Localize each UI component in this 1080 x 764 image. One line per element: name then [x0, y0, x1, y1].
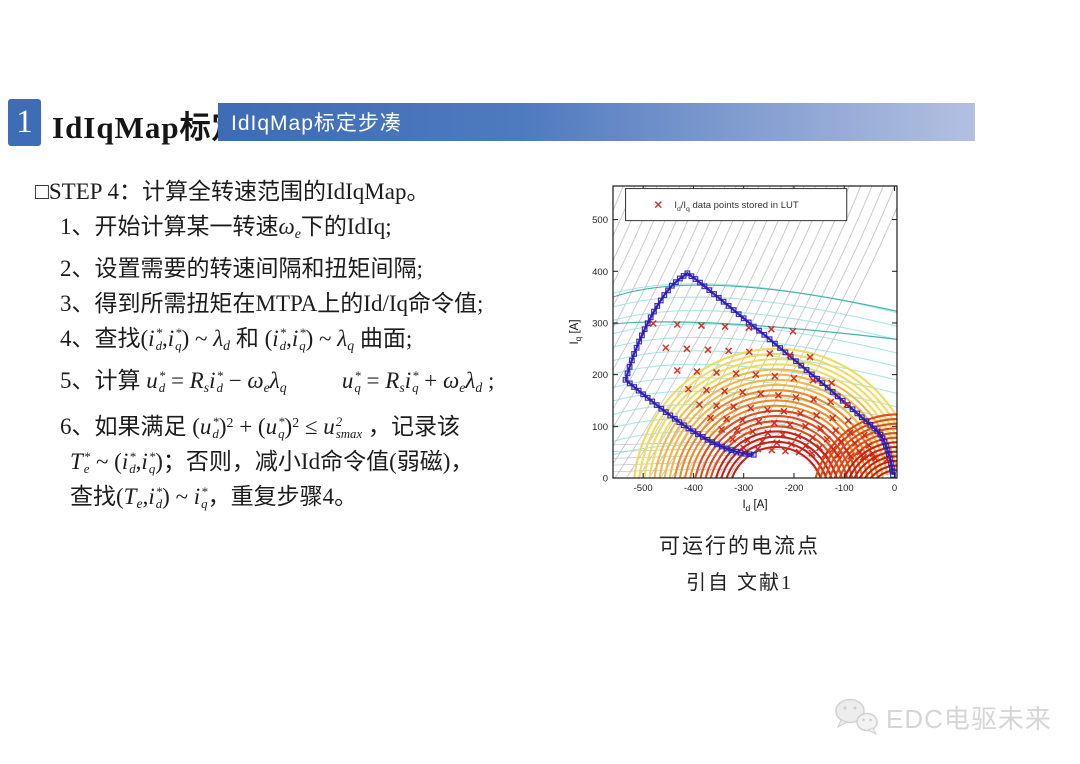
- page-title: IdIqMap标定: [52, 110, 244, 145]
- svg-text:100: 100: [592, 422, 608, 433]
- svg-text:-200: -200: [784, 483, 803, 494]
- svg-text:-500: -500: [634, 483, 653, 494]
- watermark: EDC电驱未来: [833, 697, 1052, 737]
- step-line: 6、如果满足 (u * d)2 + (u * q)2 ≤ u 2 smax ，记录该: [60, 414, 460, 441]
- step-line: 4、查找(i * d, i * q) ~ λd 和 (i * d, i * q) ~ λq 曲面;: [60, 326, 413, 354]
- section-banner-label: IdIqMap标定步凑: [231, 112, 402, 135]
- step-line: 3、得到所需扭矩在MTPA上的Id/Iq命令值;: [60, 291, 484, 317]
- section-banner: IdIqMap标定步凑: [218, 103, 975, 141]
- step-line: T * e ~ (i * d, i * q)；否则，减小Id命令值(弱磁)，: [70, 449, 474, 476]
- step-line: 查找(Te, i * d) ~ i * q ，重复步骤4。: [70, 484, 358, 512]
- svg-text:-100: -100: [835, 483, 854, 494]
- wechat-icon: [835, 698, 878, 736]
- svg-text:400: 400: [592, 267, 608, 278]
- idiq-map-chart: -500 -400 -300 -200 -100 0 0 100 200 300 400 500 Id …: [569, 185, 898, 513]
- svg-text:500: 500: [592, 215, 608, 226]
- svg-text:0: 0: [603, 474, 608, 485]
- svg-text:Id [A]: Id [A]: [742, 499, 767, 513]
- svg-text:-400: -400: [684, 483, 703, 494]
- svg-text:-300: -300: [734, 483, 753, 494]
- watermark-label: EDC电驱未来: [886, 703, 1052, 734]
- svg-text:Id/Iq data points stored in LU: Id/Iq data points stored in LUT: [674, 200, 799, 213]
- section-number-badge: 1: [8, 99, 41, 146]
- steps-list: □STEP 4：计算全转速范围的IdIqMap。 1、开始计算某一转速ωe下的Id…: [0, 174, 494, 521]
- svg-text:200: 200: [592, 370, 608, 381]
- figure-caption: 可运行的电流点: [659, 534, 820, 558]
- figure-source: 引自 文献1: [686, 572, 793, 594]
- step-line: 1、开始计算某一转速ωe下的IdIq;: [60, 214, 392, 242]
- svg-text:0: 0: [892, 483, 897, 494]
- step-line: 5、计算 u * d = Rs i * d − ωeλq u * q = Rs i * q + ωeλ…: [60, 368, 495, 396]
- svg-text:Iq [A]: Iq [A]: [569, 319, 583, 344]
- step-line: 2、设置需要的转速间隔和扭矩间隔;: [60, 256, 423, 282]
- svg-text:300: 300: [592, 318, 608, 329]
- step-line: □STEP 4：计算全转速范围的IdIqMap。: [35, 179, 430, 204]
